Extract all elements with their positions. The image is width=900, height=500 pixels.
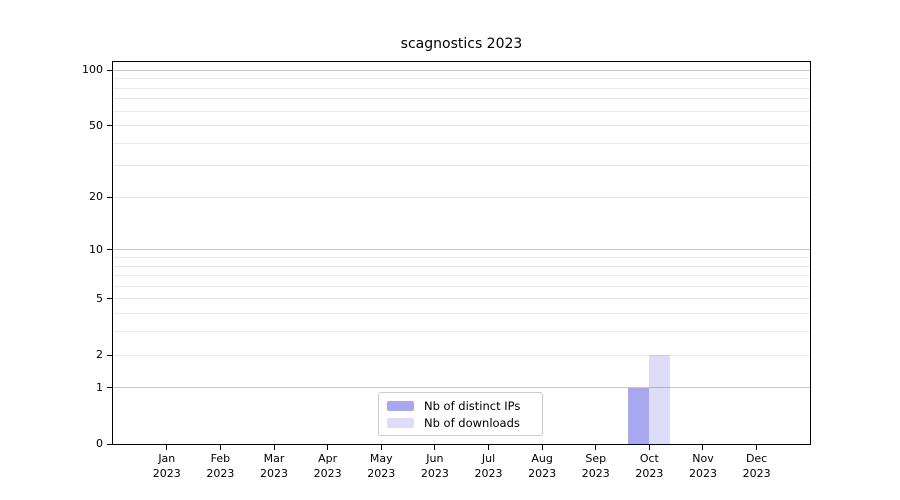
- x-tick-label-may-2023: May 2023: [349, 451, 413, 481]
- gridline-minor-70: [113, 98, 810, 100]
- x-tick-month: Aug: [531, 452, 553, 465]
- bar-nb-of-downloads-oct-2023: [649, 355, 671, 444]
- x-tick-label-sep-2023: Sep 2023: [564, 451, 628, 481]
- legend: Nb of distinct IPs Nb of downloads: [378, 392, 543, 436]
- gridline-minor-30: [113, 165, 810, 167]
- y-tick-label-100: 100: [82, 63, 103, 77]
- gridline-major-100: [113, 69, 810, 71]
- x-tick-apr: [327, 445, 329, 450]
- x-tick-year: 2023: [206, 467, 235, 480]
- y-tick-2: [107, 354, 113, 356]
- y-tick-10: [107, 249, 113, 251]
- x-tick-year: 2023: [260, 467, 289, 480]
- gridline-minor-4: [113, 313, 810, 315]
- x-tick-month: May: [369, 452, 393, 465]
- x-tick-label-oct-2023: Oct 2023: [617, 451, 681, 481]
- gridline-minor-60: [113, 110, 810, 112]
- x-tick-label-feb-2023: Feb 2023: [188, 451, 252, 481]
- x-tick-nov: [702, 445, 704, 450]
- y-tick-label-2: 2: [96, 348, 103, 361]
- x-tick-month: Apr: [318, 452, 338, 465]
- gridline-major-1: [113, 387, 810, 389]
- legend-swatch-downloads: [387, 417, 414, 428]
- x-tick-year: 2023: [528, 467, 557, 480]
- x-tick-label-apr-2023: Apr 2023: [296, 451, 360, 481]
- x-tick-year: 2023: [581, 467, 610, 480]
- y-tick-20: [107, 196, 113, 198]
- gridline-minor-8: [113, 265, 810, 267]
- x-tick-oct: [648, 445, 650, 450]
- x-tick-month: Jan: [158, 452, 176, 465]
- x-tick-year: 2023: [635, 467, 664, 480]
- x-tick-month: Jul: [481, 452, 496, 465]
- chart-title: scagnostics 2023: [400, 36, 523, 52]
- y-tick-50: [107, 125, 113, 126]
- gridline-minor-40: [113, 142, 810, 144]
- x-tick-year: 2023: [420, 467, 449, 480]
- y-tick-label-10: 10: [89, 242, 103, 256]
- x-tick-month: Sep: [585, 452, 607, 465]
- x-tick-month: Nov: [692, 452, 714, 465]
- x-tick-mar: [273, 445, 275, 450]
- x-tick-month: Jun: [426, 452, 444, 465]
- x-tick-year: 2023: [742, 467, 771, 480]
- x-tick-label-mar-2023: Mar 2023: [242, 451, 306, 481]
- x-tick-year: 2023: [367, 467, 396, 480]
- y-tick-0: [107, 443, 113, 445]
- x-tick-dec: [756, 445, 758, 450]
- x-tick-year: 2023: [474, 467, 503, 480]
- legend-label-distinct-ips: Nb of distinct IPs: [424, 398, 521, 413]
- x-tick-label-jul-2023: Jul 2023: [457, 451, 521, 481]
- x-tick-month: Dec: [745, 452, 768, 465]
- x-tick-year: 2023: [152, 467, 181, 480]
- y-tick-1: [107, 387, 113, 389]
- x-tick-feb: [219, 445, 221, 450]
- gridline-minor-50: [113, 125, 810, 126]
- x-tick-jun: [434, 445, 436, 450]
- y-tick-5: [107, 298, 113, 300]
- x-tick-jul: [488, 445, 489, 450]
- x-tick-month: Mar: [263, 452, 285, 465]
- gridline-minor-7: [113, 275, 810, 277]
- gridline-minor-9: [113, 256, 810, 258]
- x-tick-month: Feb: [210, 452, 231, 465]
- gridline-minor-5: [113, 298, 810, 300]
- y-tick-100: [107, 69, 113, 71]
- x-tick-jan: [166, 445, 168, 450]
- legend-swatch-distinct-ips: [387, 400, 414, 411]
- x-tick-month: Oct: [639, 452, 659, 465]
- y-tick-label-50: 50: [89, 118, 103, 132]
- x-tick-year: 2023: [313, 467, 342, 480]
- y-tick-label-20: 20: [89, 190, 103, 204]
- gridline-major-10: [113, 249, 810, 251]
- x-tick-sep: [595, 445, 597, 450]
- x-tick-may: [380, 445, 382, 450]
- gridline-minor-2: [113, 354, 810, 356]
- legend-label-downloads: Nb of downloads: [424, 415, 520, 430]
- x-tick-label-dec-2023: Dec 2023: [725, 451, 789, 481]
- y-tick-label-0: 0: [96, 437, 103, 450]
- x-tick-label-jan-2023: Jan 2023: [135, 451, 199, 481]
- x-tick-label-nov-2023: Nov 2023: [671, 451, 735, 481]
- legend-item-downloads: Nb of downloads: [387, 414, 534, 431]
- x-tick-label-aug-2023: Aug 2023: [510, 451, 574, 481]
- bar-nb-of-distinct-ips-oct-2023: [628, 387, 650, 444]
- gridline-minor-6: [113, 285, 810, 287]
- gridline-minor-20: [113, 196, 810, 198]
- legend-item-distinct-ips: Nb of distinct IPs: [387, 397, 534, 414]
- gridline-minor-80: [113, 87, 810, 89]
- x-tick-label-jun-2023: Jun 2023: [403, 451, 467, 481]
- x-tick-aug: [541, 445, 543, 450]
- gridline-minor-90: [113, 78, 810, 80]
- y-tick-label-5: 5: [96, 291, 103, 305]
- x-tick-year: 2023: [688, 467, 717, 480]
- gridline-minor-3: [113, 331, 810, 333]
- y-tick-label-1: 1: [96, 380, 103, 394]
